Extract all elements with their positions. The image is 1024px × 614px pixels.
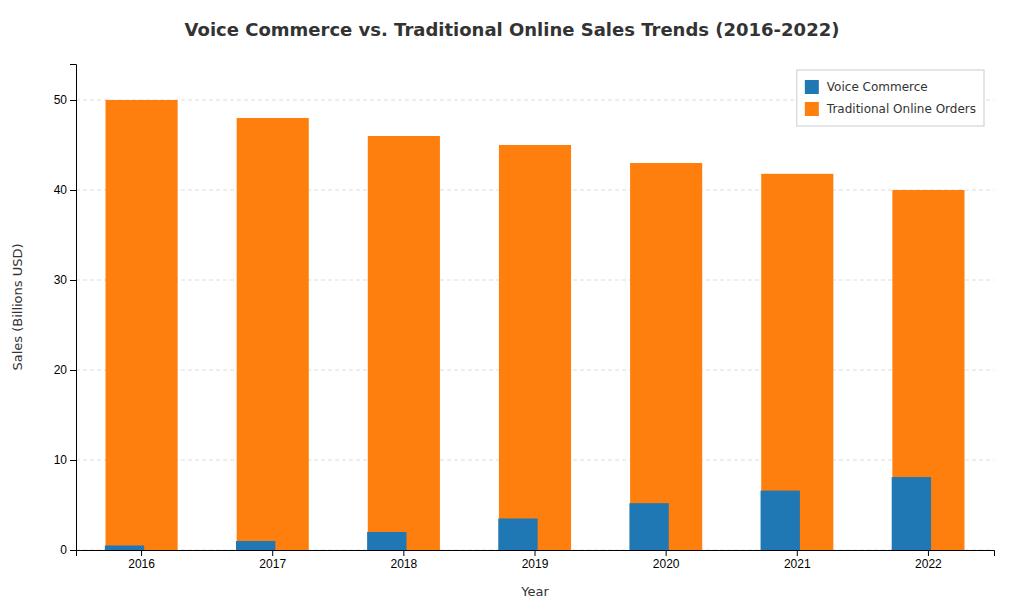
x-tick-mark xyxy=(272,550,273,556)
x-tick-mark xyxy=(797,550,798,556)
y-tick-label: 50 xyxy=(54,93,68,107)
x-tick-mark xyxy=(403,550,404,556)
x-tick: 2017 xyxy=(259,550,286,571)
y-tick-mark xyxy=(70,550,76,551)
y-tick: 0 xyxy=(60,543,76,557)
x-tick-label: 2018 xyxy=(391,557,418,571)
y-tick-label: 40 xyxy=(54,183,68,197)
legend: Voice Commerce Traditional Online Orders xyxy=(797,70,984,126)
bar-series xyxy=(105,477,931,550)
bar xyxy=(761,491,800,550)
y-tick-label: 20 xyxy=(54,363,68,377)
y-tick: 40 xyxy=(54,183,76,197)
x-tick-label: 2022 xyxy=(915,557,942,571)
x-tick-label: 2020 xyxy=(653,557,680,571)
chart: 2016 2017 2018 2019 2020 2021 2022 0 10 20 30 40 50 V… xyxy=(0,0,1024,614)
legend-swatch xyxy=(805,80,819,94)
y-tick-label: 0 xyxy=(60,543,67,557)
y-tick: 10 xyxy=(54,453,76,467)
x-tick: 2019 xyxy=(522,550,549,571)
bar xyxy=(367,532,406,550)
y-tick-label: 30 xyxy=(54,273,68,287)
bar xyxy=(236,541,275,550)
x-tick: 2022 xyxy=(915,550,942,571)
x-tick: 2016 xyxy=(128,550,155,571)
y-tick-mark xyxy=(70,370,76,371)
x-tick: 2021 xyxy=(784,550,811,571)
x-tick-mark xyxy=(141,550,142,556)
bar xyxy=(237,118,309,550)
x-tick-label: 2021 xyxy=(784,557,811,571)
x-tick-label: 2016 xyxy=(128,557,155,571)
title: Voice Commerce vs. Traditional Online Sa… xyxy=(185,19,840,40)
bar xyxy=(892,190,964,550)
legend-label: Voice Commerce xyxy=(827,80,928,94)
x-tick-mark xyxy=(928,550,929,556)
y-axis-title: Sales (Billions USD) xyxy=(10,243,25,370)
bar xyxy=(368,136,440,550)
x-tick-mark xyxy=(535,550,536,556)
x-tick: 2020 xyxy=(653,550,680,571)
y-tick-mark xyxy=(70,190,76,191)
x-tick-label: 2019 xyxy=(522,557,549,571)
x-tick: 2018 xyxy=(391,550,418,571)
y-tick-mark xyxy=(70,100,76,101)
legend-box xyxy=(797,70,984,126)
y-tick: 20 xyxy=(54,363,76,377)
x-axis-line xyxy=(77,551,995,557)
bar-series xyxy=(106,100,965,550)
bar xyxy=(498,519,537,551)
y-axis-line xyxy=(70,65,77,551)
x-axis-title: Year xyxy=(520,584,549,599)
bar xyxy=(629,503,668,550)
x-axis: 2016 2017 2018 2019 2020 2021 2022 xyxy=(77,550,995,571)
legend-swatch xyxy=(805,102,819,116)
bars xyxy=(105,100,965,550)
bar xyxy=(106,100,178,550)
y-tick: 50 xyxy=(54,93,76,107)
plot: 2016 2017 2018 2019 2020 2021 2022 0 10 20 30 40 50 V… xyxy=(54,65,995,571)
bar xyxy=(105,546,144,551)
bar xyxy=(892,477,931,550)
y-tick: 30 xyxy=(54,273,76,287)
y-tick-mark xyxy=(70,280,76,281)
legend-label: Traditional Online Orders xyxy=(826,102,976,116)
x-tick-mark xyxy=(666,550,667,556)
y-tick-label: 10 xyxy=(54,453,68,467)
grid xyxy=(76,100,994,550)
y-axis: 0 10 20 30 40 50 xyxy=(54,65,77,558)
legend-item: Voice Commerce xyxy=(805,80,928,94)
bar xyxy=(499,145,571,550)
bar xyxy=(761,174,833,550)
x-tick-label: 2017 xyxy=(259,557,286,571)
y-tick-mark xyxy=(70,460,76,461)
bar xyxy=(630,163,702,550)
legend-item: Traditional Online Orders xyxy=(805,102,976,116)
